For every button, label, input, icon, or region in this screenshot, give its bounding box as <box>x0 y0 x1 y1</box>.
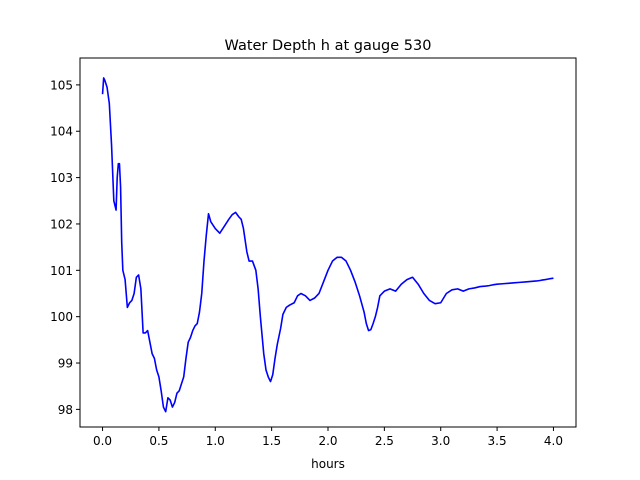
y-tick-label: 98 <box>58 403 73 417</box>
y-tick-label: 101 <box>50 264 73 278</box>
x-tick-label: 3.5 <box>488 434 507 448</box>
y-tick-label: 100 <box>50 310 73 324</box>
x-tick-label: 0.5 <box>149 434 168 448</box>
x-tick-label: 2.0 <box>318 434 337 448</box>
x-tick-label: 1.0 <box>206 434 225 448</box>
x-tick-label: 3.0 <box>431 434 450 448</box>
y-tick-label: 102 <box>50 217 73 231</box>
chart-title: Water Depth h at gauge 530 <box>225 38 432 54</box>
y-tick-label: 103 <box>50 171 73 185</box>
x-tick-label: 4.0 <box>544 434 563 448</box>
x-tick-label: 2.5 <box>375 434 394 448</box>
plot-frame <box>79 57 577 428</box>
x-axis-label: hours <box>311 457 345 471</box>
plot-area <box>101 77 554 413</box>
y-axis: 98 99 100 101 102 103 104 105 <box>50 78 80 417</box>
x-axis: 0.0 0.5 1.0 1.5 2.0 2.5 3.0 3.5 4.0 <box>93 427 563 448</box>
y-tick-label: 104 <box>50 125 73 139</box>
y-tick-label: 99 <box>58 357 73 371</box>
series-line-0 <box>101 77 554 413</box>
y-tick-label: 105 <box>50 78 73 92</box>
x-tick-label: 1.5 <box>262 434 281 448</box>
x-tick-label: 0.0 <box>93 434 112 448</box>
